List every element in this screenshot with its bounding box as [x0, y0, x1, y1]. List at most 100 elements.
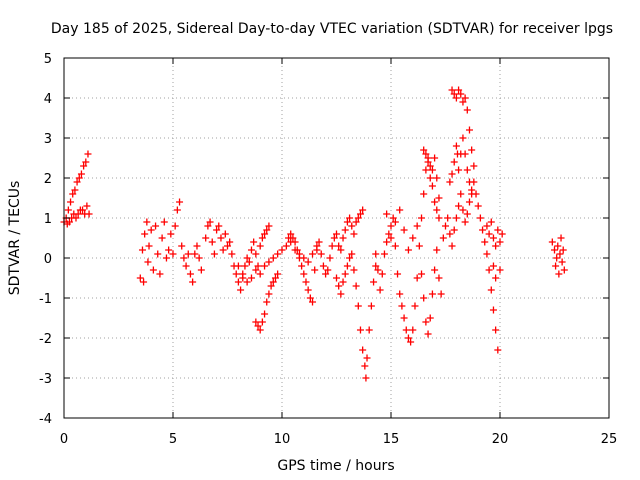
data-point	[422, 318, 430, 326]
data-point	[431, 266, 439, 274]
data-point	[426, 174, 434, 182]
data-point	[470, 162, 478, 170]
data-point	[489, 306, 497, 314]
data-point	[178, 242, 186, 250]
data-point	[328, 242, 336, 250]
data-point	[362, 374, 370, 382]
data-point	[348, 222, 356, 230]
data-point	[448, 86, 456, 94]
data-point	[404, 334, 412, 342]
data-point	[465, 126, 473, 134]
data-point	[465, 198, 473, 206]
data-point	[71, 186, 79, 194]
data-point	[322, 270, 330, 278]
data-point	[239, 270, 247, 278]
data-point	[341, 270, 349, 278]
data-point	[215, 222, 223, 230]
data-point	[435, 194, 443, 202]
data-point	[261, 230, 269, 238]
data-point	[370, 278, 378, 286]
data-point	[463, 210, 471, 218]
chart-title: Day 185 of 2025, Sidereal Day-to-day VTE…	[51, 21, 613, 37]
data-point	[269, 278, 277, 286]
data-point	[274, 250, 282, 258]
data-point	[459, 98, 467, 106]
data-point	[245, 258, 253, 266]
data-point	[247, 274, 255, 282]
data-point	[396, 206, 404, 214]
data-point	[298, 262, 306, 270]
data-point	[304, 258, 312, 266]
data-point	[261, 310, 269, 318]
data-point	[162, 254, 170, 262]
data-point	[252, 250, 260, 258]
data-point	[365, 326, 373, 334]
gridlines	[64, 58, 609, 418]
data-point	[309, 298, 317, 306]
data-point	[461, 94, 469, 102]
data-point	[263, 226, 271, 234]
data-point	[232, 270, 240, 278]
y-tick-label: 3	[44, 132, 52, 147]
data-point	[152, 222, 160, 230]
data-point	[85, 210, 93, 218]
data-point	[326, 254, 334, 262]
data-point	[149, 266, 157, 274]
data-point	[154, 250, 162, 258]
data-point	[346, 254, 354, 262]
data-point	[448, 170, 456, 178]
data-point	[461, 150, 469, 158]
data-point	[306, 294, 314, 302]
data-point	[254, 262, 262, 270]
x-tick-labels: 0 5 10 15 20 25	[60, 432, 617, 447]
data-point	[75, 174, 83, 182]
y-tick-label: 4	[44, 92, 52, 107]
data-point	[145, 242, 153, 250]
data-point	[337, 246, 345, 254]
data-point	[487, 218, 495, 226]
data-point	[452, 94, 460, 102]
data-point	[457, 190, 465, 198]
data-point	[350, 230, 358, 238]
data-point	[415, 242, 423, 250]
data-point	[474, 202, 482, 210]
data-point	[169, 250, 177, 258]
data-point	[367, 302, 375, 310]
data-point	[208, 238, 216, 246]
data-point	[356, 326, 364, 334]
data-point	[450, 226, 458, 234]
data-point	[171, 222, 179, 230]
data-point	[387, 234, 395, 242]
data-point	[197, 266, 205, 274]
data-point	[479, 226, 487, 234]
data-point	[394, 270, 402, 278]
data-point	[274, 270, 282, 278]
data-point	[398, 302, 406, 310]
x-tick-label: 25	[601, 432, 618, 447]
data-point	[492, 274, 500, 282]
data-point	[189, 278, 197, 286]
data-point	[330, 234, 338, 242]
data-point	[428, 182, 436, 190]
data-point	[83, 202, 91, 210]
data-point	[485, 230, 493, 238]
data-point	[311, 266, 319, 274]
x-axis-label: GPS time / hours	[277, 458, 394, 474]
data-point	[237, 286, 245, 294]
data-point	[160, 218, 168, 226]
y-tick-label: -2	[39, 332, 52, 347]
data-point	[67, 198, 75, 206]
data-point	[158, 234, 166, 242]
data-point	[428, 290, 436, 298]
data-point	[206, 218, 214, 226]
data-point	[476, 214, 484, 222]
data-point	[213, 226, 221, 234]
data-point	[80, 162, 88, 170]
data-point	[228, 250, 236, 258]
data-point	[424, 158, 432, 166]
data-point	[409, 326, 417, 334]
data-point	[191, 250, 199, 258]
data-point	[243, 278, 251, 286]
data-point	[204, 222, 212, 230]
data-point	[400, 226, 408, 234]
